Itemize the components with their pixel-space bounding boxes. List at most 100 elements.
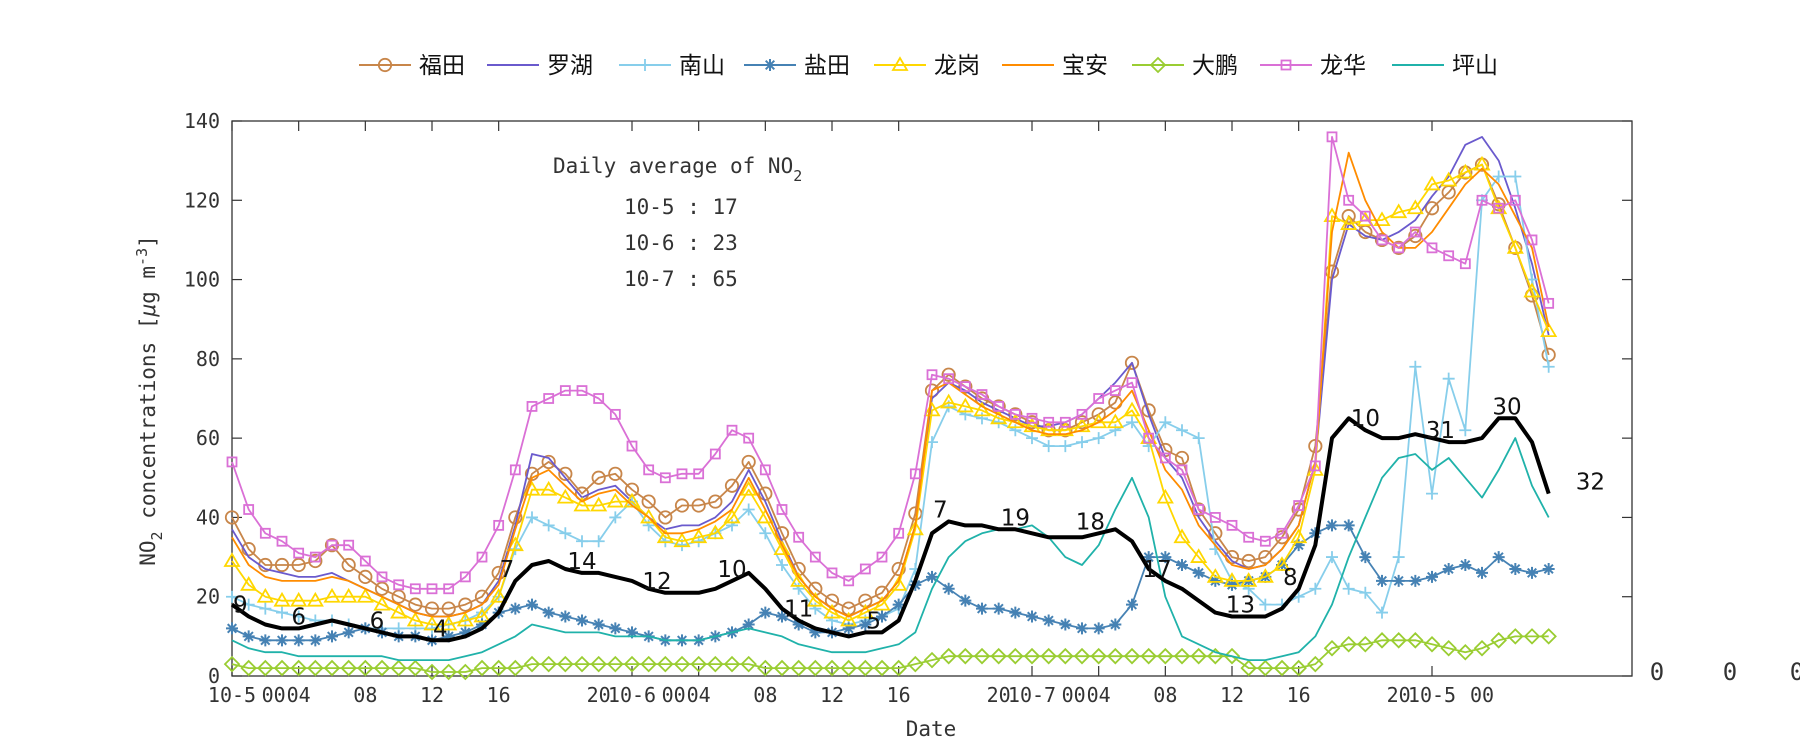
data-point xyxy=(590,655,607,673)
data-point xyxy=(540,655,557,673)
data-point xyxy=(441,601,456,616)
data-point xyxy=(1323,639,1341,657)
data-point xyxy=(973,401,991,417)
data-point xyxy=(1223,647,1241,665)
data-point xyxy=(1493,202,1505,214)
data-point xyxy=(543,393,555,404)
data-point xyxy=(1273,556,1291,571)
data-point xyxy=(1409,360,1422,373)
series-line xyxy=(231,635,1549,673)
data-point xyxy=(1092,432,1105,445)
data-point xyxy=(940,393,958,409)
data-point xyxy=(1343,194,1355,206)
data-point xyxy=(674,498,690,513)
series-line xyxy=(231,135,1550,590)
data-point xyxy=(1009,408,1021,420)
y-axis-ticks: 0 20 40 60 80 100 120 140 xyxy=(184,109,1632,688)
data-point xyxy=(1376,606,1388,619)
data-point xyxy=(1359,586,1372,599)
data-point xyxy=(923,651,941,669)
legend-label: 罗湖 xyxy=(547,53,593,79)
data-point xyxy=(1456,163,1474,179)
data-point xyxy=(526,598,538,611)
data-point xyxy=(1440,639,1457,657)
data-point xyxy=(1176,464,1188,476)
data-point xyxy=(556,488,574,504)
data-point xyxy=(1059,440,1072,453)
series-line xyxy=(231,163,1550,610)
data-point xyxy=(1124,355,1140,370)
data-point xyxy=(224,510,240,525)
data-point xyxy=(1092,622,1105,635)
data-point xyxy=(1106,413,1124,429)
data-point xyxy=(1109,385,1121,396)
data-point xyxy=(1542,562,1555,575)
data-point xyxy=(856,603,874,619)
data-point xyxy=(541,454,556,470)
average-line xyxy=(230,416,1551,643)
legend-label: 南山 xyxy=(679,53,725,79)
data-point xyxy=(1492,551,1505,564)
data-point xyxy=(343,539,355,551)
data-point xyxy=(1024,415,1040,430)
data-point xyxy=(1440,171,1458,187)
y-title-suffix: concentrations [ xyxy=(136,317,160,532)
data-point xyxy=(290,591,308,607)
data-point xyxy=(1326,551,1338,564)
data-point xyxy=(459,571,471,583)
legend-item: 南山 xyxy=(619,53,725,79)
data-point xyxy=(1373,632,1391,649)
data-point xyxy=(423,615,441,631)
data-point xyxy=(790,659,807,677)
data-point xyxy=(1192,566,1205,579)
data-point xyxy=(942,582,955,595)
segment-label: 12 xyxy=(642,569,671,595)
data-point xyxy=(1091,407,1106,422)
y-title-close: ] xyxy=(136,235,160,248)
data-point xyxy=(359,555,371,567)
data-point xyxy=(759,527,772,540)
data-point xyxy=(1424,201,1440,216)
data-point xyxy=(1073,417,1091,433)
data-point xyxy=(809,626,822,639)
data-point xyxy=(306,591,324,607)
legend-item: 福田 xyxy=(359,53,465,79)
data-point xyxy=(723,655,741,673)
data-point xyxy=(1074,415,1090,430)
data-point xyxy=(1256,568,1274,583)
data-point xyxy=(1356,211,1374,227)
data-point xyxy=(976,412,988,425)
data-point xyxy=(1026,432,1038,445)
data-point xyxy=(1509,562,1522,575)
data-point xyxy=(323,587,341,603)
data-point xyxy=(1276,527,1288,539)
data-point xyxy=(1243,531,1255,543)
data-point xyxy=(259,527,271,539)
data-point xyxy=(408,597,423,612)
legend-item: 盐田 xyxy=(744,53,850,79)
annotation-title-prefix: Daily average of NO xyxy=(553,154,793,178)
data-point xyxy=(1076,622,1088,635)
data-point xyxy=(1007,647,1024,665)
segment-label: 10 xyxy=(717,557,746,583)
data-point xyxy=(1342,582,1355,595)
data-point xyxy=(576,385,588,396)
data-point xyxy=(973,647,991,665)
data-point xyxy=(1223,572,1241,587)
annotation-line-day2: 10-6 : 23 xyxy=(624,231,738,255)
data-point xyxy=(673,532,691,548)
segment-label: 6 xyxy=(291,604,306,630)
data-point xyxy=(1190,548,1208,563)
data-point xyxy=(1176,424,1188,437)
x-tick-label: 04 xyxy=(287,683,311,707)
data-point xyxy=(542,606,555,619)
data-point xyxy=(240,659,257,677)
data-point xyxy=(476,618,488,631)
data-point xyxy=(759,464,771,476)
data-point xyxy=(764,59,776,71)
legend: 福田 罗湖 南山 盐田 龙岗 宝安 大鹏 龙华 坪山 xyxy=(359,53,1498,79)
data-point xyxy=(523,655,541,673)
x-tick-label: 10-7 xyxy=(1008,683,1056,707)
series-line xyxy=(231,151,1550,618)
data-point xyxy=(792,618,805,631)
